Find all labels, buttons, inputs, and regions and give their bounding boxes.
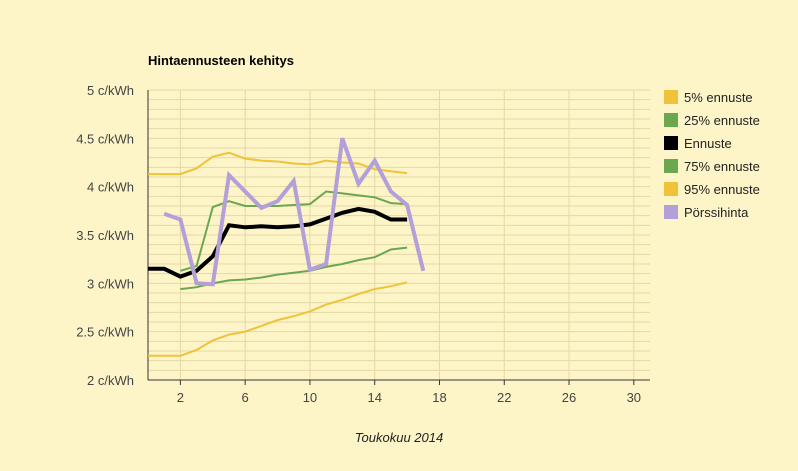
series-line-2 — [180, 190, 408, 272]
x-tick-label: 26 — [562, 390, 576, 405]
series-line-1 — [148, 281, 408, 357]
y-tick-label: 5 c/kWh — [87, 83, 134, 98]
legend-swatch — [664, 159, 678, 173]
y-tick-label: 3.5 c/kWh — [76, 228, 134, 243]
legend: 5% ennuste 25% ennuste Ennuste 75% ennuste 9… — [664, 90, 760, 220]
series-lines — [148, 137, 426, 357]
legend-label: 5% ennuste — [684, 90, 753, 105]
y-tick-label: 2.5 c/kWh — [76, 325, 134, 340]
legend-label: 75% ennuste — [684, 159, 760, 174]
legend-swatch — [664, 90, 678, 104]
legend-label: 25% ennuste — [684, 113, 760, 128]
series-line-6 — [163, 137, 426, 287]
x-tick-label: 10 — [303, 390, 317, 405]
x-tick-label: 30 — [627, 390, 641, 405]
x-axis-label: Toukokuu 2014 — [355, 430, 443, 445]
series-line-5 — [148, 151, 408, 176]
series-line-4 — [180, 246, 408, 291]
legend-label: 95% ennuste — [684, 182, 760, 197]
x-tick-label: 14 — [367, 390, 381, 405]
legend-swatch — [664, 136, 678, 150]
x-tick-label: 22 — [497, 390, 511, 405]
y-tick-label: 4.5 c/kWh — [76, 131, 134, 146]
y-tick-label: 2 c/kWh — [87, 373, 134, 388]
legend-label: Pörssihinta — [684, 205, 749, 220]
legend-swatch — [664, 182, 678, 196]
y-tick-label: 4 c/kWh — [87, 180, 134, 195]
legend-swatch — [664, 113, 678, 127]
series-line-3 — [148, 206, 408, 279]
tick-labels: 2 c/kWh 2.5 c/kWh 3 c/kWh 3.5 c/kWh 4 c/kWh 4… — [76, 83, 641, 405]
x-tick-label: 18 — [432, 390, 446, 405]
x-tick-label: 6 — [242, 390, 249, 405]
x-tick-label: 2 — [177, 390, 184, 405]
y-tick-label: 3 c/kWh — [87, 276, 134, 291]
legend-swatch — [664, 205, 678, 219]
legend-label: Ennuste — [684, 136, 732, 151]
axes — [147, 90, 650, 385]
chart-title: Hintaennusteen kehitys — [148, 53, 294, 68]
